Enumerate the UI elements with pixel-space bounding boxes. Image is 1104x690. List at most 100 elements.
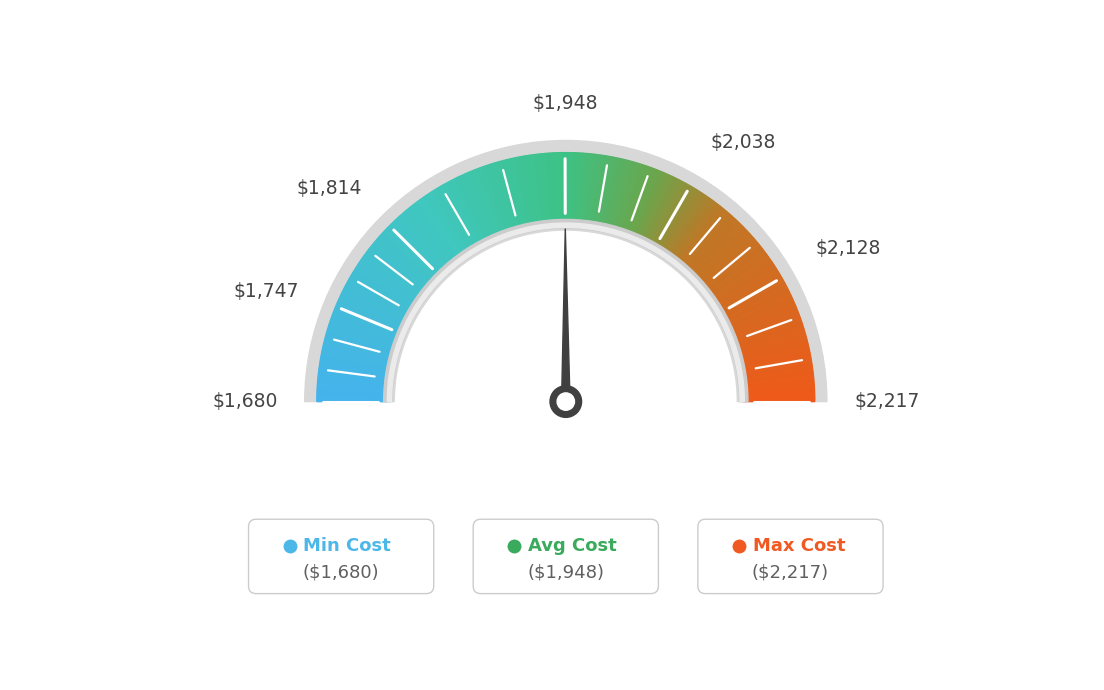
- Wedge shape: [740, 364, 813, 377]
- Wedge shape: [601, 157, 616, 229]
- Wedge shape: [569, 152, 572, 226]
- Wedge shape: [725, 297, 793, 329]
- Wedge shape: [615, 163, 637, 233]
- Wedge shape: [735, 334, 806, 355]
- Wedge shape: [740, 363, 811, 375]
- Wedge shape: [705, 250, 765, 296]
- Wedge shape: [666, 197, 709, 257]
- Wedge shape: [736, 339, 807, 359]
- Wedge shape: [673, 205, 720, 264]
- Wedge shape: [708, 254, 767, 298]
- Wedge shape: [597, 157, 613, 228]
- Wedge shape: [639, 175, 672, 242]
- Text: Avg Cost: Avg Cost: [528, 538, 617, 555]
- Wedge shape: [465, 173, 496, 241]
- Wedge shape: [367, 250, 426, 296]
- Wedge shape: [323, 344, 394, 362]
- Wedge shape: [388, 223, 744, 402]
- FancyBboxPatch shape: [698, 520, 883, 593]
- Wedge shape: [372, 244, 429, 291]
- Wedge shape: [452, 180, 486, 246]
- Wedge shape: [323, 342, 395, 360]
- Text: $2,217: $2,217: [854, 392, 920, 411]
- Wedge shape: [385, 228, 439, 280]
- Wedge shape: [455, 178, 488, 244]
- Wedge shape: [383, 231, 437, 282]
- Wedge shape: [732, 321, 802, 346]
- Wedge shape: [318, 382, 390, 389]
- Wedge shape: [675, 206, 721, 264]
- Wedge shape: [531, 155, 542, 227]
- Text: ($2,217): ($2,217): [752, 563, 829, 581]
- Wedge shape: [710, 259, 771, 302]
- Wedge shape: [506, 159, 524, 230]
- Wedge shape: [395, 219, 446, 273]
- Wedge shape: [686, 219, 736, 273]
- Wedge shape: [399, 216, 448, 271]
- Wedge shape: [401, 213, 450, 270]
- Wedge shape: [550, 153, 556, 226]
- Wedge shape: [713, 266, 776, 307]
- Wedge shape: [344, 287, 410, 322]
- Wedge shape: [718, 277, 782, 315]
- Wedge shape: [319, 366, 392, 378]
- Wedge shape: [384, 230, 438, 281]
- Wedge shape: [711, 262, 773, 304]
- Wedge shape: [707, 252, 766, 297]
- Wedge shape: [523, 156, 537, 228]
- Wedge shape: [616, 163, 639, 233]
- Wedge shape: [715, 271, 779, 310]
- Wedge shape: [381, 234, 436, 284]
- Wedge shape: [332, 313, 401, 341]
- Wedge shape: [578, 153, 585, 226]
- Wedge shape: [524, 156, 539, 228]
- Wedge shape: [737, 349, 809, 366]
- Wedge shape: [606, 159, 624, 230]
- Wedge shape: [562, 152, 564, 226]
- Wedge shape: [502, 161, 522, 231]
- Wedge shape: [699, 239, 755, 287]
- Wedge shape: [742, 394, 815, 397]
- Wedge shape: [680, 213, 729, 268]
- Wedge shape: [742, 395, 815, 399]
- Wedge shape: [740, 361, 811, 374]
- Text: $1,680: $1,680: [212, 392, 277, 411]
- Wedge shape: [714, 268, 777, 308]
- Wedge shape: [691, 227, 744, 279]
- Wedge shape: [368, 249, 426, 295]
- Wedge shape: [741, 376, 814, 385]
- Wedge shape: [709, 255, 768, 299]
- Wedge shape: [317, 392, 390, 396]
- Wedge shape: [453, 179, 487, 245]
- Wedge shape: [358, 264, 420, 305]
- Wedge shape: [688, 221, 739, 275]
- Circle shape: [558, 393, 574, 411]
- Wedge shape: [318, 373, 391, 382]
- Wedge shape: [741, 373, 814, 382]
- Wedge shape: [484, 166, 509, 235]
- Wedge shape: [646, 180, 680, 246]
- Wedge shape: [529, 155, 541, 228]
- Wedge shape: [320, 361, 392, 374]
- Wedge shape: [677, 208, 724, 266]
- Wedge shape: [481, 167, 508, 236]
- Wedge shape: [741, 371, 813, 381]
- Wedge shape: [664, 195, 705, 256]
- Wedge shape: [701, 241, 757, 289]
- Wedge shape: [585, 154, 595, 227]
- Wedge shape: [474, 170, 502, 238]
- Wedge shape: [737, 344, 808, 362]
- Wedge shape: [629, 170, 658, 238]
- Wedge shape: [412, 205, 458, 264]
- Wedge shape: [607, 159, 626, 230]
- Wedge shape: [347, 282, 412, 318]
- Wedge shape: [735, 332, 806, 354]
- Wedge shape: [357, 265, 418, 306]
- Wedge shape: [636, 173, 667, 241]
- Wedge shape: [728, 304, 796, 334]
- Wedge shape: [359, 262, 421, 304]
- Wedge shape: [333, 312, 402, 339]
- Wedge shape: [649, 182, 686, 247]
- Wedge shape: [350, 277, 414, 315]
- Wedge shape: [340, 294, 407, 326]
